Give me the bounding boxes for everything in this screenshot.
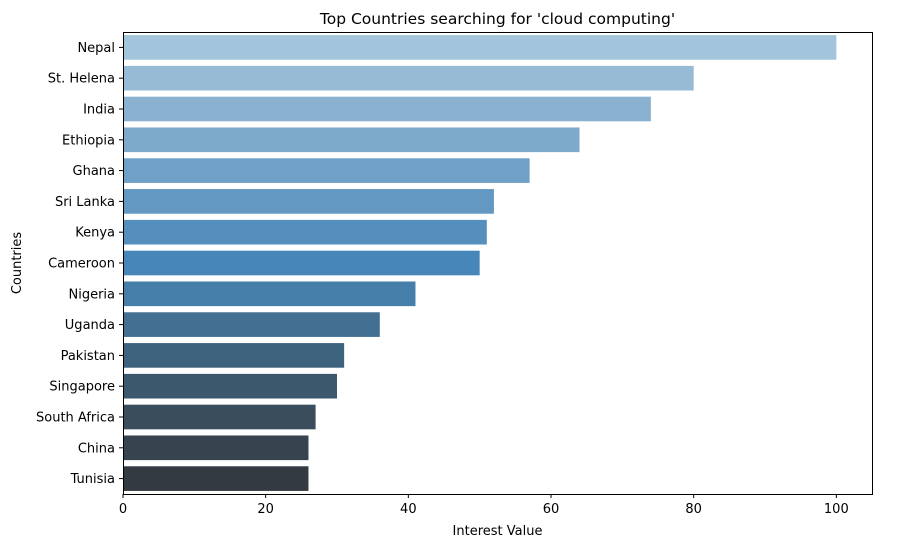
y-tick-label: Uganda [65, 318, 115, 333]
y-tick-label: Nigeria [68, 287, 115, 302]
x-tick-label: 0 [119, 502, 127, 517]
bar-tunisia [124, 466, 309, 491]
x-tick-label: 60 [543, 502, 560, 517]
y-tick-label: Tunisia [70, 472, 115, 487]
bar-china [124, 435, 309, 461]
bar-cameroon [124, 250, 480, 276]
y-tick-label: China [78, 441, 115, 456]
y-tick-label: Nepal [77, 41, 115, 56]
x-axis-ticks: 0 20 40 60 80 100 [119, 494, 849, 517]
plot-frame [123, 32, 873, 495]
y-tick-label: St. Helena [48, 72, 115, 87]
y-tick-label: Pakistan [61, 349, 115, 364]
x-tick-label: 20 [257, 502, 274, 517]
bar-india [124, 96, 651, 122]
x-tick-label: 40 [400, 502, 417, 517]
bar-pakistan [124, 343, 345, 368]
y-axis-label: Countries [10, 232, 25, 295]
bar-nepal [124, 35, 837, 60]
bar-ethiopia [124, 127, 580, 153]
y-tick-label: Kenya [75, 226, 115, 241]
y-tick-label: Sri Lanka [55, 195, 115, 210]
x-axis-label: Interest Value [453, 524, 543, 539]
bar-nigeria [124, 281, 416, 307]
bar-st-helena [124, 65, 694, 91]
x-tick-label: 80 [685, 502, 702, 517]
bar-ghana [124, 158, 530, 183]
bar-sri-lanka [124, 189, 494, 214]
x-tick-label: 100 [824, 502, 849, 517]
y-tick-label: South Africa [36, 411, 115, 426]
bar-uganda [124, 312, 380, 337]
chart-title: Top Countries searching for 'cloud compu… [319, 10, 675, 28]
y-tick-label: Ethiopia [62, 133, 115, 148]
bar-kenya [124, 219, 487, 245]
y-tick-label: Ghana [73, 164, 116, 179]
y-tick-label: India [83, 103, 115, 118]
bars-group [124, 35, 837, 491]
y-tick-label: Cameroon [48, 257, 115, 272]
y-tick-label: Singapore [49, 380, 115, 395]
y-axis-ticks: Nepal St. Helena India Ethiopia Ghana Sri Lan… [36, 41, 123, 487]
bar-singapore [124, 373, 337, 399]
bar-south-africa [124, 404, 316, 430]
